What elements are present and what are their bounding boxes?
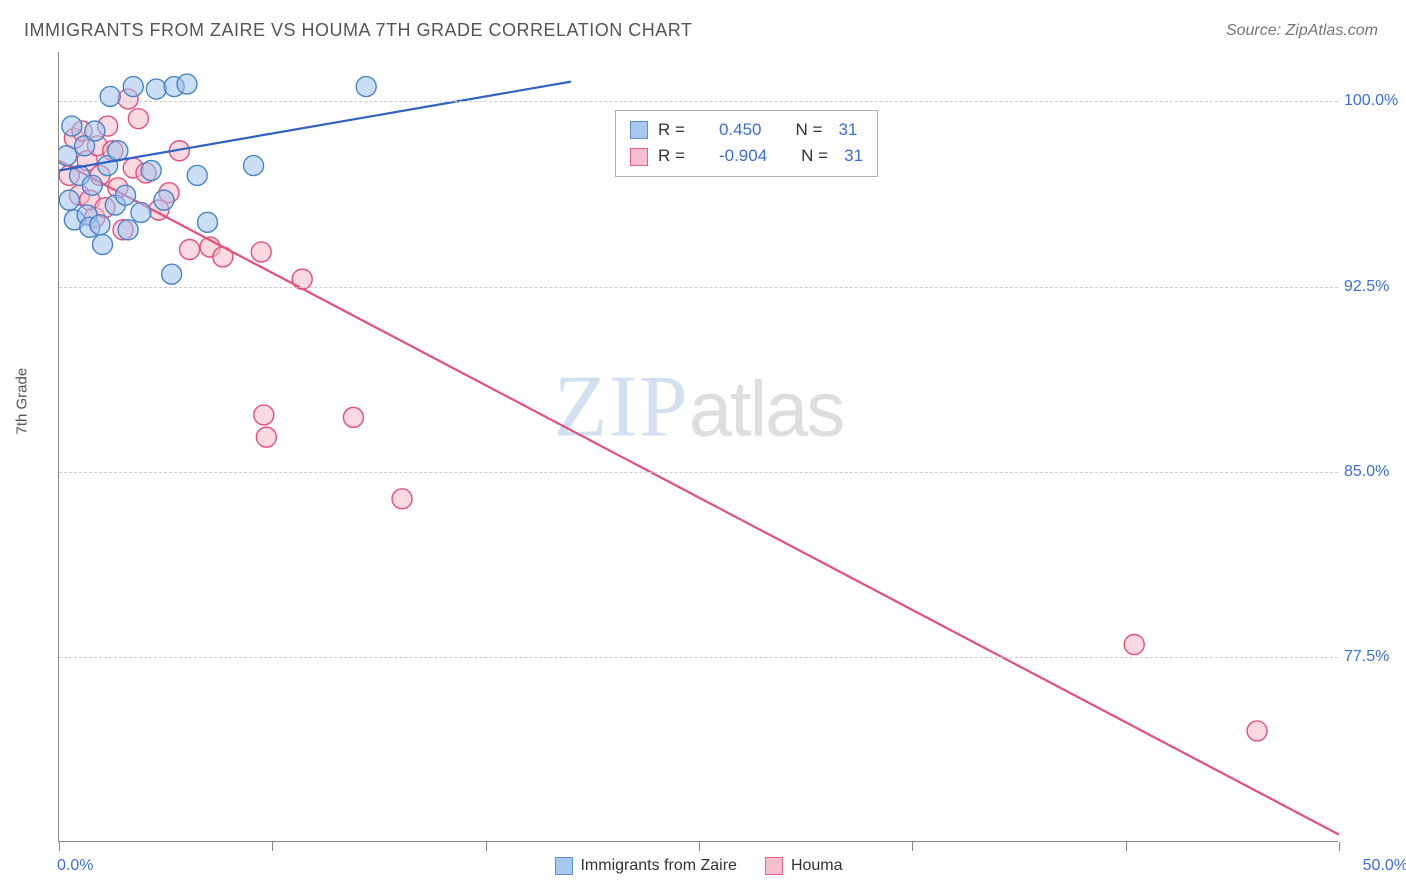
eq-sign: =: [675, 120, 685, 139]
chart-title: IMMIGRANTS FROM ZAIRE VS HOUMA 7TH GRADE…: [24, 20, 692, 41]
houma-point: [1124, 635, 1144, 655]
legend-item-houma: Houma: [765, 857, 843, 875]
zaire-point: [154, 190, 174, 210]
legend-swatch-houma: [630, 148, 648, 166]
zaire-point: [244, 156, 264, 176]
eq-sign-2: =: [813, 120, 823, 139]
y-tick-label: 85.0%: [1344, 463, 1404, 481]
houma-point: [256, 427, 276, 447]
n-value-zaire: 31: [838, 117, 857, 143]
x-tick: [486, 842, 487, 851]
r-value-zaire: 0.450: [719, 117, 762, 143]
zaire-point: [93, 235, 113, 255]
y-tick-label: 77.5%: [1344, 648, 1404, 666]
zaire-point: [146, 79, 166, 99]
houma-point: [251, 242, 271, 262]
houma-point: [392, 489, 412, 509]
y-tick-label: 92.5%: [1344, 278, 1404, 296]
eq-sign-3: =: [675, 146, 685, 165]
source-label: Source:: [1226, 22, 1286, 39]
series-legend: Immigrants from Zaire Houma: [554, 857, 842, 875]
x-axis-min-label: 0.0%: [57, 857, 93, 875]
eq-sign-4: =: [818, 146, 828, 165]
zaire-point: [59, 146, 77, 166]
houma-point: [128, 109, 148, 129]
n-value-houma: 31: [844, 143, 863, 169]
legend-item-zaire: Immigrants from Zaire: [554, 857, 736, 875]
source-attribution: Source: ZipAtlas.com: [1226, 22, 1378, 40]
zaire-point: [108, 141, 128, 161]
x-tick: [699, 842, 700, 851]
n-label-2: N: [801, 146, 813, 165]
legend-swatch-zaire-2: [554, 857, 572, 875]
zaire-point: [123, 77, 143, 97]
gridline: [59, 472, 1338, 473]
zaire-point: [90, 215, 110, 235]
y-axis-title: 7th Grade: [14, 368, 31, 435]
gridline: [59, 287, 1338, 288]
zaire-point: [85, 121, 105, 141]
x-axis-max-label: 50.0%: [1363, 857, 1406, 875]
x-tick: [272, 842, 273, 851]
chart-container: IMMIGRANTS FROM ZAIRE VS HOUMA 7TH GRADE…: [0, 0, 1406, 892]
y-tick-label: 100.0%: [1344, 92, 1404, 110]
correlation-legend: R = 0.450 N = 31 R = -0.904 N = 31: [615, 110, 878, 177]
r-label: R: [658, 120, 670, 139]
x-tick: [1339, 842, 1340, 851]
houma-point: [180, 240, 200, 260]
houma-point: [343, 407, 363, 427]
zaire-point: [131, 202, 151, 222]
zaire-point: [62, 116, 82, 136]
houma-point: [254, 405, 274, 425]
legend-label-houma: Houma: [791, 857, 843, 875]
legend-row-houma: R = -0.904 N = 31: [630, 143, 863, 169]
zaire-point: [59, 190, 79, 210]
gridline: [59, 101, 1338, 102]
x-tick: [59, 842, 60, 851]
zaire-point: [187, 165, 207, 185]
legend-swatch-zaire: [630, 121, 648, 139]
zaire-point: [118, 220, 138, 240]
legend-swatch-houma-2: [765, 857, 783, 875]
legend-label-zaire: Immigrants from Zaire: [580, 857, 736, 875]
houma-trendline: [59, 161, 1339, 835]
r-label-2: R: [658, 146, 670, 165]
zaire-point: [82, 175, 102, 195]
zaire-point: [100, 86, 120, 106]
n-label: N: [796, 120, 808, 139]
zaire-point: [162, 264, 182, 284]
x-tick: [912, 842, 913, 851]
legend-row-zaire: R = 0.450 N = 31: [630, 117, 863, 143]
zaire-point: [116, 185, 136, 205]
x-tick: [1126, 842, 1127, 851]
zaire-point: [356, 77, 376, 97]
r-value-houma: -0.904: [719, 143, 767, 169]
source-link[interactable]: ZipAtlas.com: [1286, 22, 1378, 39]
zaire-point: [141, 161, 161, 181]
zaire-point: [197, 212, 217, 232]
zaire-point: [177, 74, 197, 94]
plot-area: ZIPatlas 77.5%85.0%92.5%100.0% 0.0% 50.0…: [58, 52, 1338, 842]
gridline: [59, 657, 1338, 658]
houma-point: [1247, 721, 1267, 741]
